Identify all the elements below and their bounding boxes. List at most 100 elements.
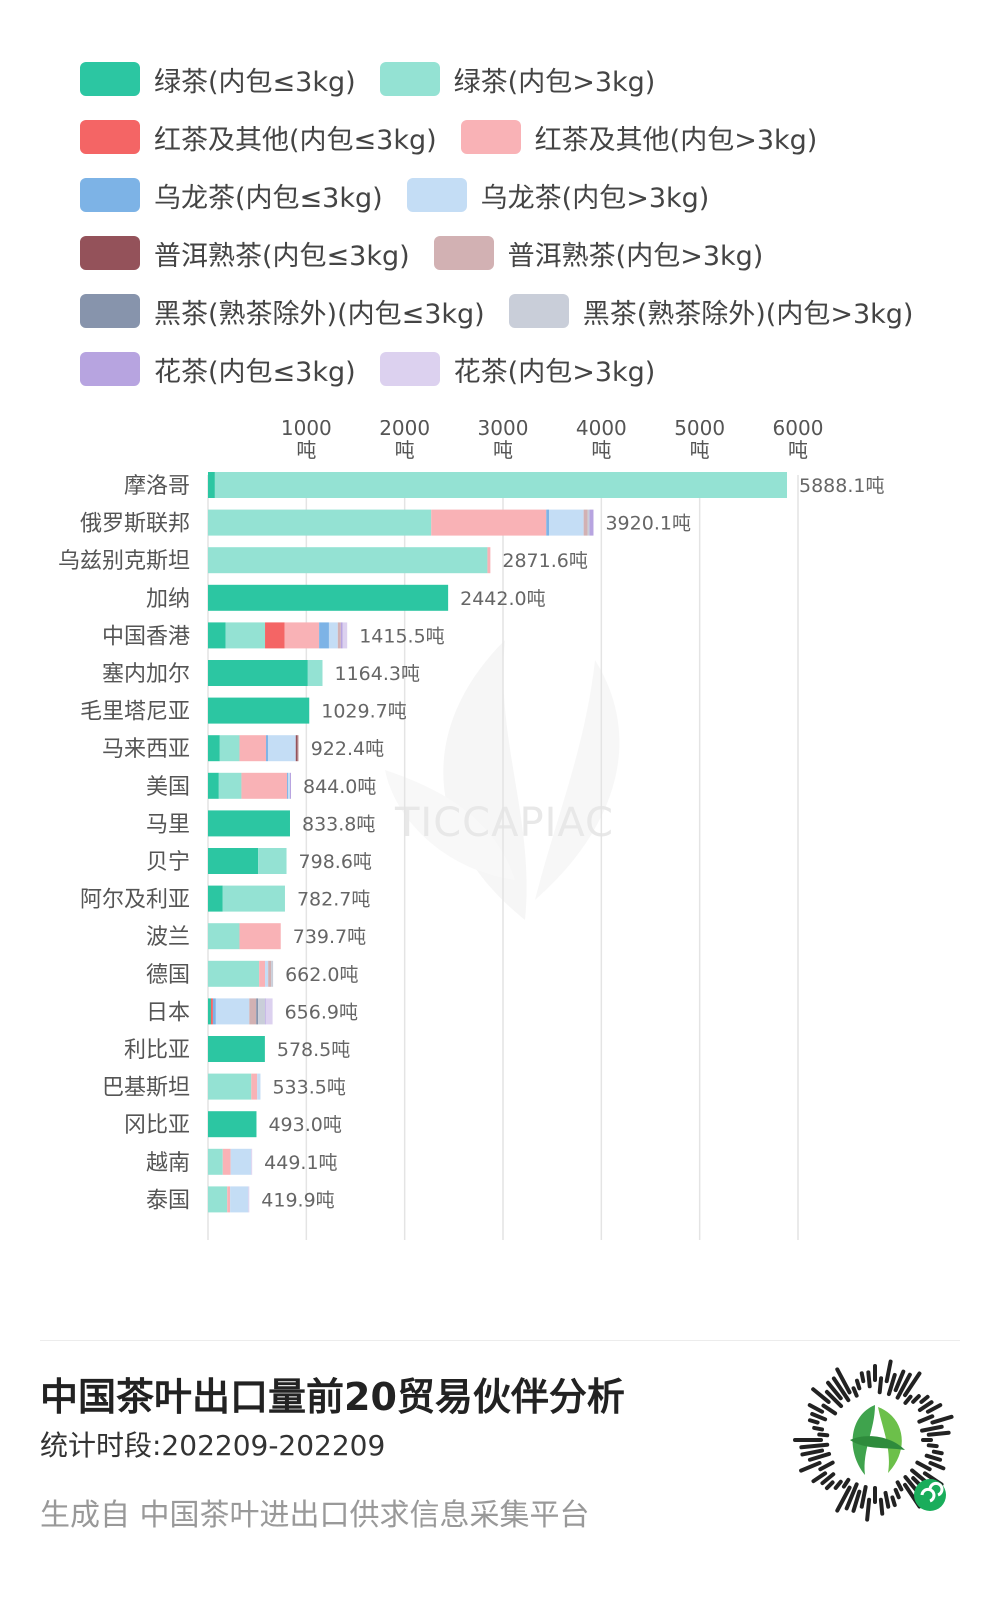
legend-label: 红茶及其他(内包>3kg) [534, 124, 818, 156]
legend-swatch [80, 62, 140, 96]
x-tick-label: 3000 [478, 420, 529, 440]
total-value-label: 2871.6吨 [502, 550, 587, 572]
bar-segment [337, 622, 341, 649]
bar-row[interactable]: 泰国 419.9吨 [146, 1186, 335, 1213]
bar-row[interactable]: 美国 844.0吨 [146, 772, 376, 800]
bar-row[interactable]: 阿尔及利亚 782.7吨 [80, 885, 370, 913]
legend-item[interactable]: 花茶(内包>3kg) [379, 350, 656, 389]
bar-segment [212, 998, 216, 1025]
legend-swatch [508, 294, 569, 328]
legend-item[interactable]: 乌龙茶(内包>3kg) [406, 176, 709, 215]
bar-segment [230, 1186, 249, 1213]
legend-row: 乌龙茶(内包≤3kg) 乌龙茶(内包>3kg) [80, 166, 960, 224]
bar-segment [328, 622, 338, 649]
legend-item[interactable]: 绿茶(内包≤3kg) [80, 60, 356, 99]
bar-row[interactable]: 塞内加尔 1164.3吨 [102, 660, 420, 687]
bar-segment [271, 960, 274, 987]
bar-segment [208, 1186, 228, 1213]
legend-label: 黑茶(熟茶除外)(内包≤3kg) [154, 298, 485, 330]
bar-segment [225, 622, 266, 649]
data-source: 生成自 中国茶叶进出口供求信息采集平台 [40, 1498, 590, 1533]
x-tick-label: 6000 [773, 420, 824, 440]
legend-label: 花茶(内包>3kg) [453, 356, 656, 388]
bar-segment [239, 923, 281, 950]
x-tick-unit: 吨 [788, 438, 808, 462]
bar-row[interactable]: 乌兹别克斯坦 2871.6吨 [58, 547, 588, 574]
x-tick-unit: 吨 [493, 438, 513, 462]
bar-segment [340, 622, 343, 649]
x-tick-unit: 吨 [296, 438, 316, 462]
category-label: 贝宁 [146, 850, 190, 875]
category-label: 俄罗斯联邦 [80, 512, 190, 537]
bar-segment [208, 509, 432, 536]
bar-row[interactable]: 中国香港 1415.5吨 [102, 622, 445, 649]
legend-item[interactable]: 普洱熟茶(内包>3kg) [433, 234, 764, 273]
legend-item[interactable]: 花茶(内包≤3kg) [80, 350, 356, 389]
legend-item[interactable]: 绿茶(内包>3kg) [379, 60, 655, 99]
bar-row[interactable]: 俄罗斯联邦 3920.1吨 [80, 509, 691, 537]
total-value-label: 1415.5吨 [359, 625, 444, 647]
total-value-label: 1164.3吨 [334, 663, 419, 685]
category-label: 利比亚 [124, 1038, 190, 1063]
total-value-label: 844.0吨 [303, 776, 376, 798]
bar-segment [266, 735, 268, 762]
bar-segment [208, 622, 226, 649]
x-tick-label: 1000 [281, 420, 332, 440]
bar-row[interactable]: 波兰 739.7吨 [146, 923, 366, 950]
category-label: 美国 [146, 775, 190, 800]
legend-item[interactable]: 红茶及其他(内包>3kg) [460, 118, 818, 157]
bar-row[interactable]: 贝宁 798.6吨 [146, 848, 372, 875]
bar-row[interactable]: 马里 833.8吨 [146, 810, 375, 837]
total-value-label: 782.7吨 [297, 889, 370, 911]
bar-segment [259, 960, 266, 987]
category-label: 中国香港 [102, 624, 190, 649]
total-value-label: 3920.1吨 [605, 513, 690, 535]
bar-segment [208, 584, 449, 611]
bar-segment [208, 697, 310, 724]
qr-code-icon [793, 1359, 954, 1522]
bar-row[interactable]: 巴基斯坦 533.5吨 [102, 1073, 346, 1101]
category-label: 泰国 [146, 1188, 190, 1213]
mini-program-qr-code[interactable] [790, 1355, 960, 1525]
legend-item[interactable]: 普洱熟茶(内包≤3kg) [80, 234, 410, 273]
bar-row[interactable]: 德国 662.0吨 [146, 960, 359, 988]
bar-segment [214, 472, 787, 498]
bar-segment [208, 1148, 223, 1175]
bar-row[interactable]: 毛里塔尼亚 1029.7吨 [80, 697, 407, 725]
bar-segment [215, 998, 250, 1025]
x-tick-label: 2000 [379, 420, 430, 440]
legend-label: 乌龙茶(内包≤3kg) [154, 182, 383, 214]
bar-row[interactable]: 马来西亚 922.4吨 [102, 735, 384, 762]
legend-item[interactable]: 黑茶(熟茶除外)(内包>3kg) [508, 292, 914, 331]
bar-row[interactable]: 利比亚 578.5吨 [124, 1036, 350, 1063]
bar-row[interactable]: 加纳 2442.0吨 [146, 584, 546, 612]
bar-row[interactable]: 越南 449.1吨 [146, 1148, 338, 1176]
legend-swatch [80, 120, 140, 154]
legend-label: 花茶(内包≤3kg) [154, 356, 356, 388]
legend-label: 普洱熟茶(内包>3kg) [507, 240, 764, 272]
bar-segment [589, 509, 594, 536]
legend-swatch [460, 120, 521, 154]
total-value-label: 2442.0吨 [460, 588, 545, 610]
legend-row: 花茶(内包≤3kg) 花茶(内包>3kg) [80, 340, 960, 398]
bar-segment [219, 735, 240, 762]
bar-segment [208, 735, 220, 762]
total-value-label: 922.4吨 [311, 738, 384, 760]
bar-row[interactable]: 冈比亚 493.0吨 [124, 1111, 342, 1138]
legend-item[interactable]: 红茶及其他(内包≤3kg) [80, 118, 437, 157]
legend-label: 绿茶(内包≤3kg) [154, 66, 356, 98]
x-tick-label: 5000 [674, 420, 725, 440]
bar-row[interactable]: 摩洛哥 5888.1吨 [124, 472, 884, 499]
legend-swatch [80, 178, 140, 212]
bar-row[interactable]: 日本 656.9吨 [146, 998, 358, 1025]
legend-swatch [80, 236, 140, 270]
category-label: 波兰 [146, 925, 190, 950]
bar-segment [284, 622, 320, 649]
legend-label: 黑茶(熟茶除外)(内包>3kg) [582, 298, 914, 330]
legend-item[interactable]: 黑茶(熟茶除外)(内包≤3kg) [80, 292, 485, 331]
bar-segment [208, 885, 223, 912]
legend-item[interactable]: 乌龙茶(内包≤3kg) [80, 176, 383, 215]
bar-segment [342, 622, 348, 649]
chart-title: 中国茶叶出口量前20贸易伙伴分析 [40, 1375, 625, 1419]
